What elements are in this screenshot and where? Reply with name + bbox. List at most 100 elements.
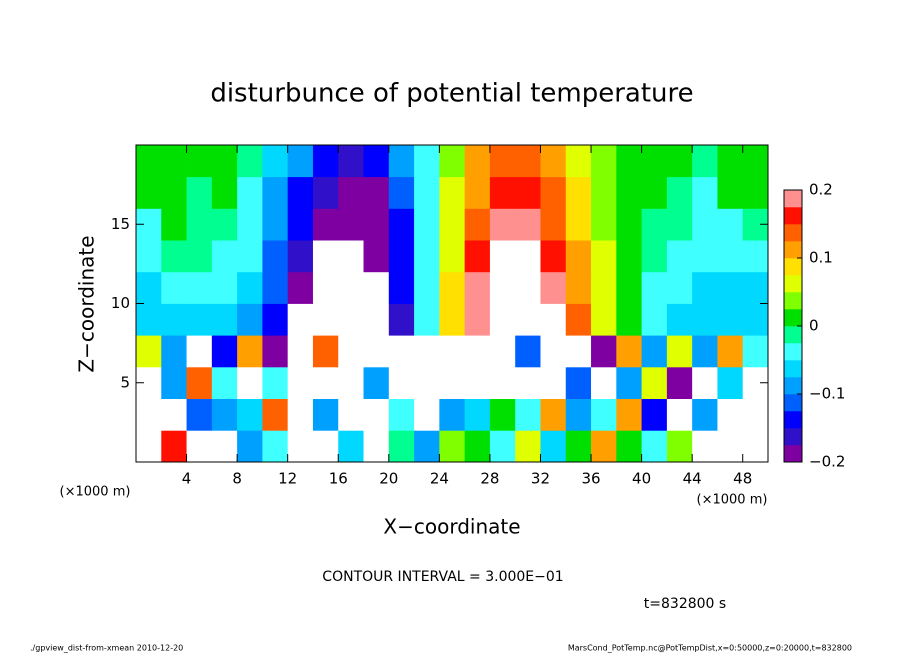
heat-cell — [237, 430, 263, 463]
heat-cell — [515, 398, 541, 431]
heat-cell — [540, 208, 567, 241]
heat-cell — [540, 398, 567, 431]
heat-cell — [312, 366, 339, 399]
heat-cell — [515, 366, 541, 399]
heat-cell — [489, 145, 516, 178]
colorbar-band — [784, 360, 802, 378]
heat-cell — [237, 366, 263, 399]
footer-right: MarsCond_PotTemp.nc@PotTempDist,x=0:5000… — [568, 644, 852, 653]
heat-cell — [262, 366, 289, 399]
heat-cell — [742, 176, 769, 209]
heat-cell — [363, 271, 390, 304]
colorbar-tick-label: −0.2 — [809, 453, 845, 471]
heat-cell — [287, 430, 314, 463]
heat-cell — [540, 145, 567, 178]
heat-cell — [287, 271, 314, 304]
footer-left: ./gpview_dist-from-xmean 2010-12-20 — [30, 644, 183, 653]
heat-cell — [388, 335, 415, 368]
heat-cell — [591, 366, 617, 399]
colorbar-band — [784, 241, 802, 259]
heat-cell — [464, 398, 491, 431]
heat-cell — [186, 271, 213, 304]
heat-cell — [717, 303, 744, 336]
heat-cell — [312, 303, 339, 336]
heat-cell — [717, 430, 744, 463]
heat-cell — [515, 145, 541, 178]
heat-cell — [489, 398, 516, 431]
heat-cell — [591, 430, 617, 463]
x-tick-label: 44 — [683, 470, 702, 488]
heat-cell — [439, 398, 466, 431]
heat-cell — [388, 430, 415, 463]
heat-cell — [616, 145, 642, 178]
heat-cell — [692, 208, 718, 241]
heat-cell — [540, 430, 567, 463]
heat-cell — [489, 303, 516, 336]
heat-cell — [312, 335, 339, 368]
heat-cell — [338, 398, 364, 431]
heat-cell — [489, 176, 516, 209]
heat-cell — [414, 208, 440, 241]
heat-cell — [161, 240, 187, 273]
heat-cell — [565, 430, 592, 463]
heat-cell — [136, 398, 162, 431]
heat-cell — [641, 303, 668, 336]
heat-cell — [338, 240, 364, 273]
heat-cell — [262, 398, 289, 431]
heat-cell — [287, 240, 314, 273]
heat-cell — [262, 145, 289, 178]
heat-cell — [616, 398, 642, 431]
colorbar-band — [784, 190, 802, 208]
heat-cell — [515, 430, 541, 463]
colorbar-tick-label: −0.1 — [809, 385, 845, 403]
heat-cell — [287, 145, 314, 178]
heat-cell — [565, 335, 592, 368]
heat-cell — [414, 335, 440, 368]
heat-cell — [489, 208, 516, 241]
heat-cell — [211, 430, 238, 463]
heat-cell — [591, 145, 617, 178]
x-tick-label: 24 — [430, 470, 449, 488]
heat-cell — [186, 335, 213, 368]
heat-cell — [211, 145, 238, 178]
heat-cell — [540, 335, 567, 368]
x-tick-label: 48 — [733, 470, 752, 488]
heat-cell — [692, 430, 718, 463]
heat-cell — [338, 145, 364, 178]
heat-cell — [312, 398, 339, 431]
heat-cell — [338, 366, 364, 399]
heat-cell — [540, 271, 567, 304]
heat-cell — [161, 271, 187, 304]
heat-cell — [237, 208, 263, 241]
heat-cell — [717, 271, 744, 304]
heat-cell — [287, 176, 314, 209]
heat-cell — [717, 398, 744, 431]
x-tick-label: 40 — [632, 470, 651, 488]
heat-cell — [464, 303, 491, 336]
heat-cell — [489, 430, 516, 463]
x-tick-label: 20 — [379, 470, 398, 488]
x-unit: (×1000 m) — [697, 493, 768, 508]
heat-cell — [540, 240, 567, 273]
heat-cell — [414, 176, 440, 209]
colorbar-tick-label: 0.2 — [809, 181, 833, 199]
heat-cell — [489, 366, 516, 399]
heat-cell — [464, 176, 491, 209]
heat-cell — [717, 145, 744, 178]
heat-cell — [515, 240, 541, 273]
heat-cell — [616, 271, 642, 304]
heat-cell — [565, 208, 592, 241]
heat-cell — [591, 303, 617, 336]
heat-cell — [237, 176, 263, 209]
heat-cell — [666, 430, 693, 463]
heat-cell — [641, 366, 668, 399]
heat-cell — [540, 366, 567, 399]
heat-cell — [262, 176, 289, 209]
heat-cell — [388, 271, 415, 304]
heat-cell — [616, 176, 642, 209]
heat-cell — [287, 366, 314, 399]
heat-cell — [211, 335, 238, 368]
heat-cell — [692, 366, 718, 399]
heat-cell — [439, 208, 466, 241]
heat-cell — [363, 145, 390, 178]
